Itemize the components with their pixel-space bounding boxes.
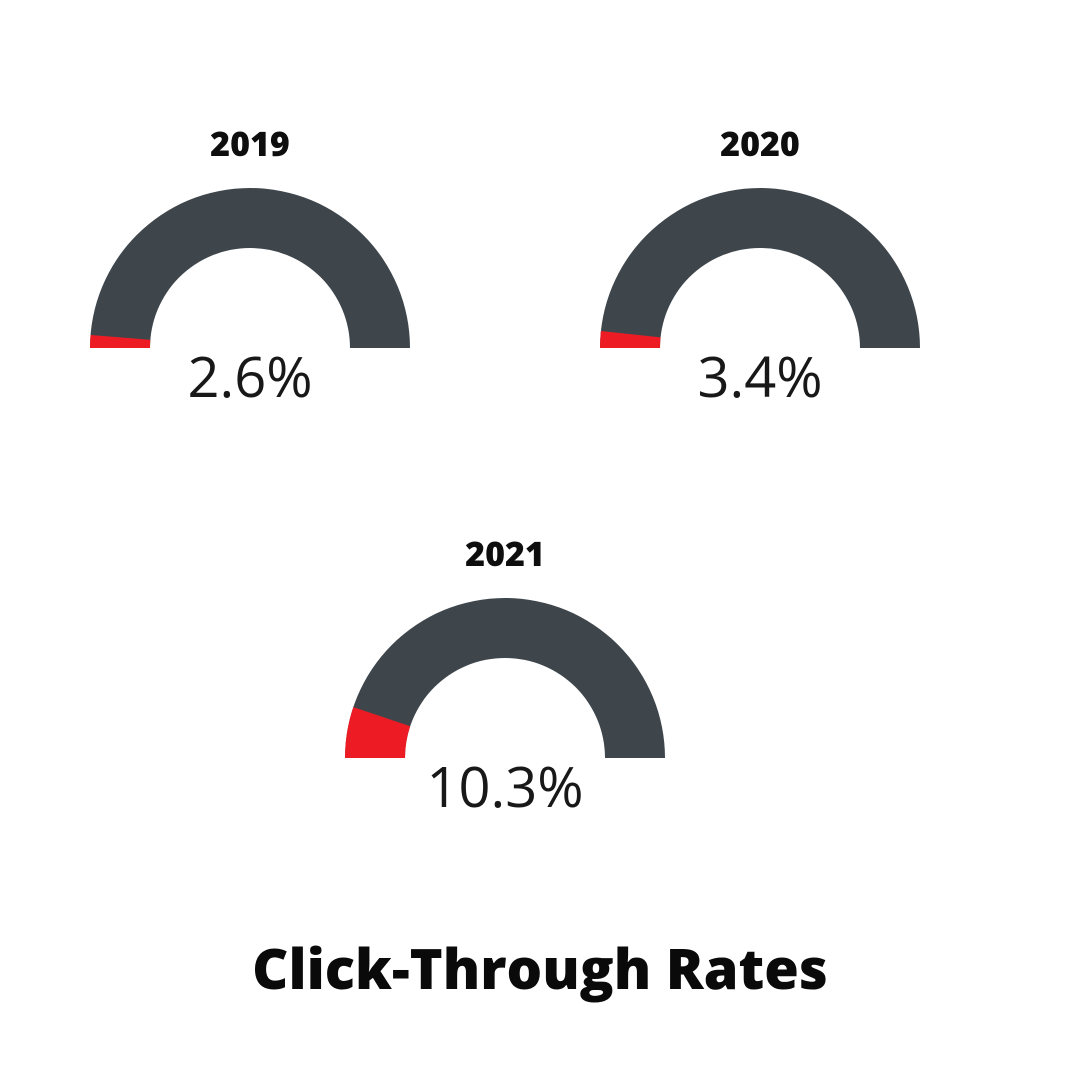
page-title: Click-Through Rates (252, 930, 828, 1006)
gauge-2021: 202110.3% (345, 530, 665, 766)
gauge-label: 2021 (345, 530, 665, 576)
gauge-2019: 20192.6% (90, 120, 410, 356)
gauge-label: 2019 (90, 120, 410, 166)
gauge-track (90, 188, 410, 348)
gauge-value: 2.6% (187, 338, 312, 414)
gauge-arc (600, 188, 920, 356)
gauge-track (600, 188, 920, 348)
gauge-label: 2020 (600, 120, 920, 166)
gauge-value: 3.4% (697, 338, 822, 414)
gauge-value: 10.3% (426, 748, 583, 824)
gauge-arc (345, 598, 665, 766)
chart-canvas: Click-Through Rates 20192.6%20203.4%2021… (0, 0, 1080, 1080)
gauge-2020: 20203.4% (600, 120, 920, 356)
gauge-arc (90, 188, 410, 356)
